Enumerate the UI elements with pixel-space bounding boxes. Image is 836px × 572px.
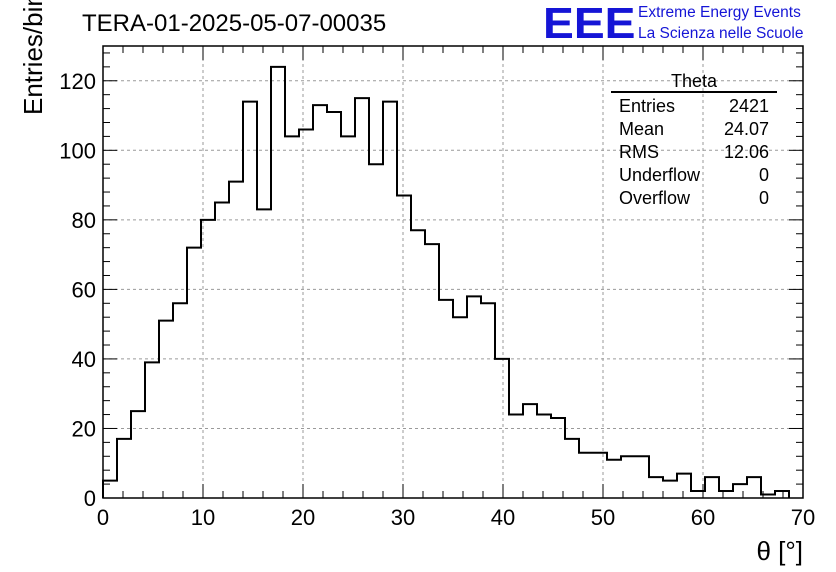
stats-row: Overflow 0 (611, 187, 777, 210)
histogram-line (102, 65, 790, 498)
logo-caption-line1: Extreme Energy Events (638, 4, 801, 21)
x-tick-label: 10 (191, 505, 215, 530)
x-tick-label: 20 (291, 505, 315, 530)
stats-row: RMS 12.06 (611, 141, 777, 164)
y-tick-label: 100 (59, 138, 96, 163)
x-tick-label: 30 (391, 505, 415, 530)
y-tick-label: 60 (72, 277, 96, 302)
stats-label: Mean (619, 119, 665, 139)
y-tick-label: 40 (72, 347, 96, 372)
logo-caption-line2: La Scienza nelle Scuole (638, 25, 804, 42)
x-tick-label: 40 (491, 505, 515, 530)
tick-labels: 0 10 20 30 40 50 60 70 0 20 40 60 80 100 120 (59, 69, 815, 530)
stats-row: Mean 24.07 (611, 118, 777, 141)
stats-label: Underflow (619, 165, 701, 185)
y-tick-label: 20 (72, 416, 96, 441)
x-tick-label: 50 (591, 505, 615, 530)
x-axis-label: θ [°] (756, 536, 803, 566)
stats-box: Theta Entries 2421 Mean 24.07 RMS 12.06 Und… (611, 71, 777, 210)
axes (102, 45, 804, 499)
grid-lines (103, 46, 803, 498)
y-tick-label: 120 (59, 69, 96, 94)
stats-value: 24.07 (723, 119, 769, 139)
stats-row: Underflow 0 (611, 164, 777, 187)
stats-title: Theta (611, 71, 777, 93)
stats-label: RMS (619, 142, 659, 162)
x-tick-label: 0 (97, 505, 109, 530)
eee-logo: EEE (543, 0, 636, 48)
chart-title: TERA-01-2025-05-07-00035 (82, 10, 387, 37)
stats-value: 0 (758, 165, 769, 185)
stats-value: 0 (758, 188, 769, 208)
stats-value: 12.06 (723, 142, 769, 162)
stats-label: Entries (619, 96, 676, 116)
stats-value: 2421 (728, 96, 769, 116)
plot-frame (102, 45, 804, 499)
y-tick-label: 80 (72, 208, 96, 233)
x-tick-label: 60 (691, 505, 715, 530)
x-tick-label: 70 (791, 505, 815, 530)
y-axis-label: Entries/bin (18, 0, 48, 115)
y-tick-label: 0 (84, 486, 96, 511)
stats-row: Entries 2421 (611, 95, 777, 118)
stats-label: Overflow (619, 188, 691, 208)
